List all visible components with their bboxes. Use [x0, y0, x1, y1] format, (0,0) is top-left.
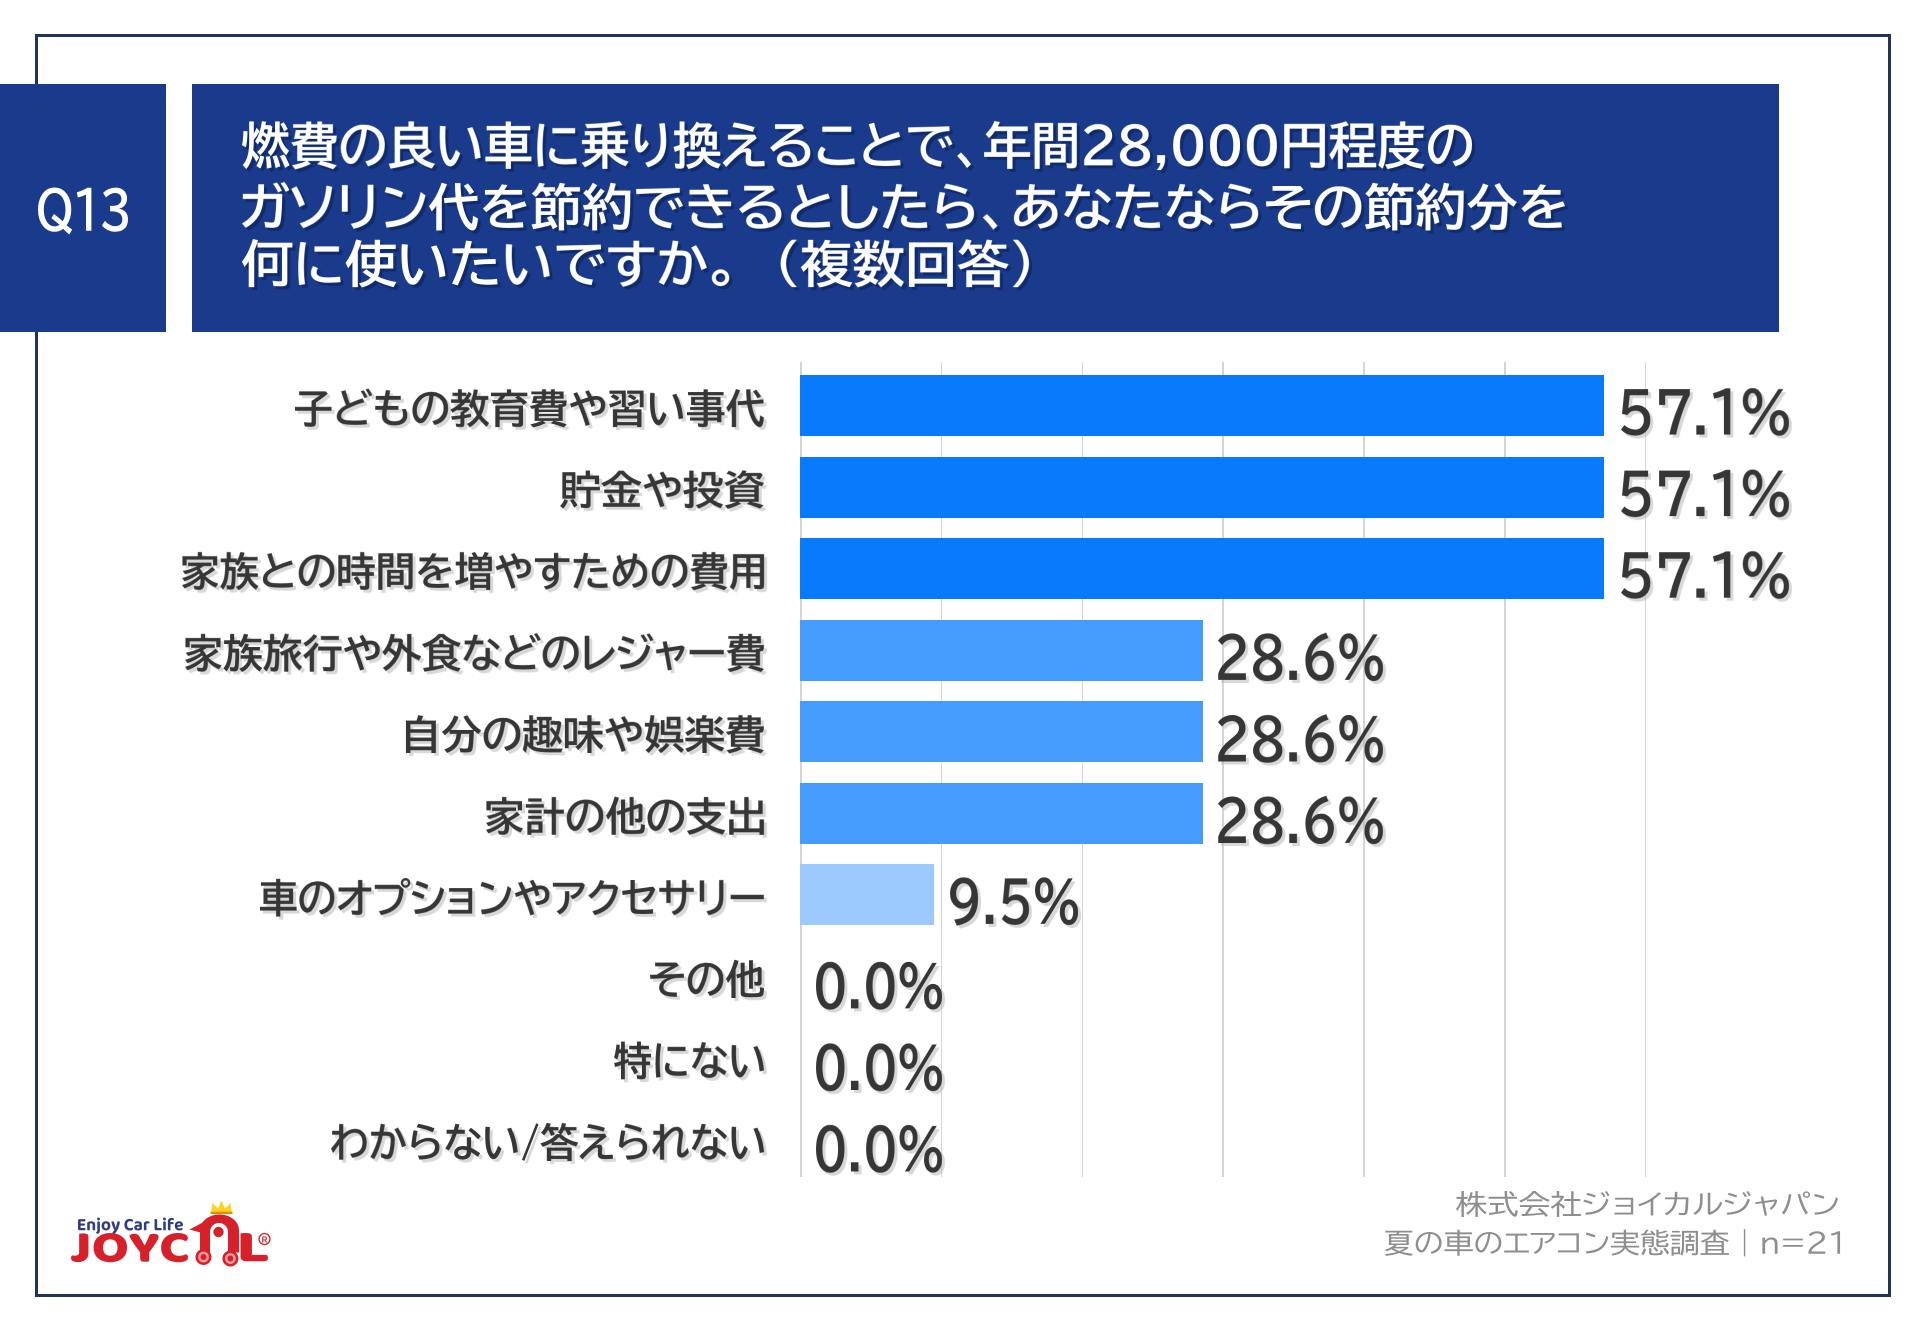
svg-text:R: R: [262, 1235, 268, 1244]
